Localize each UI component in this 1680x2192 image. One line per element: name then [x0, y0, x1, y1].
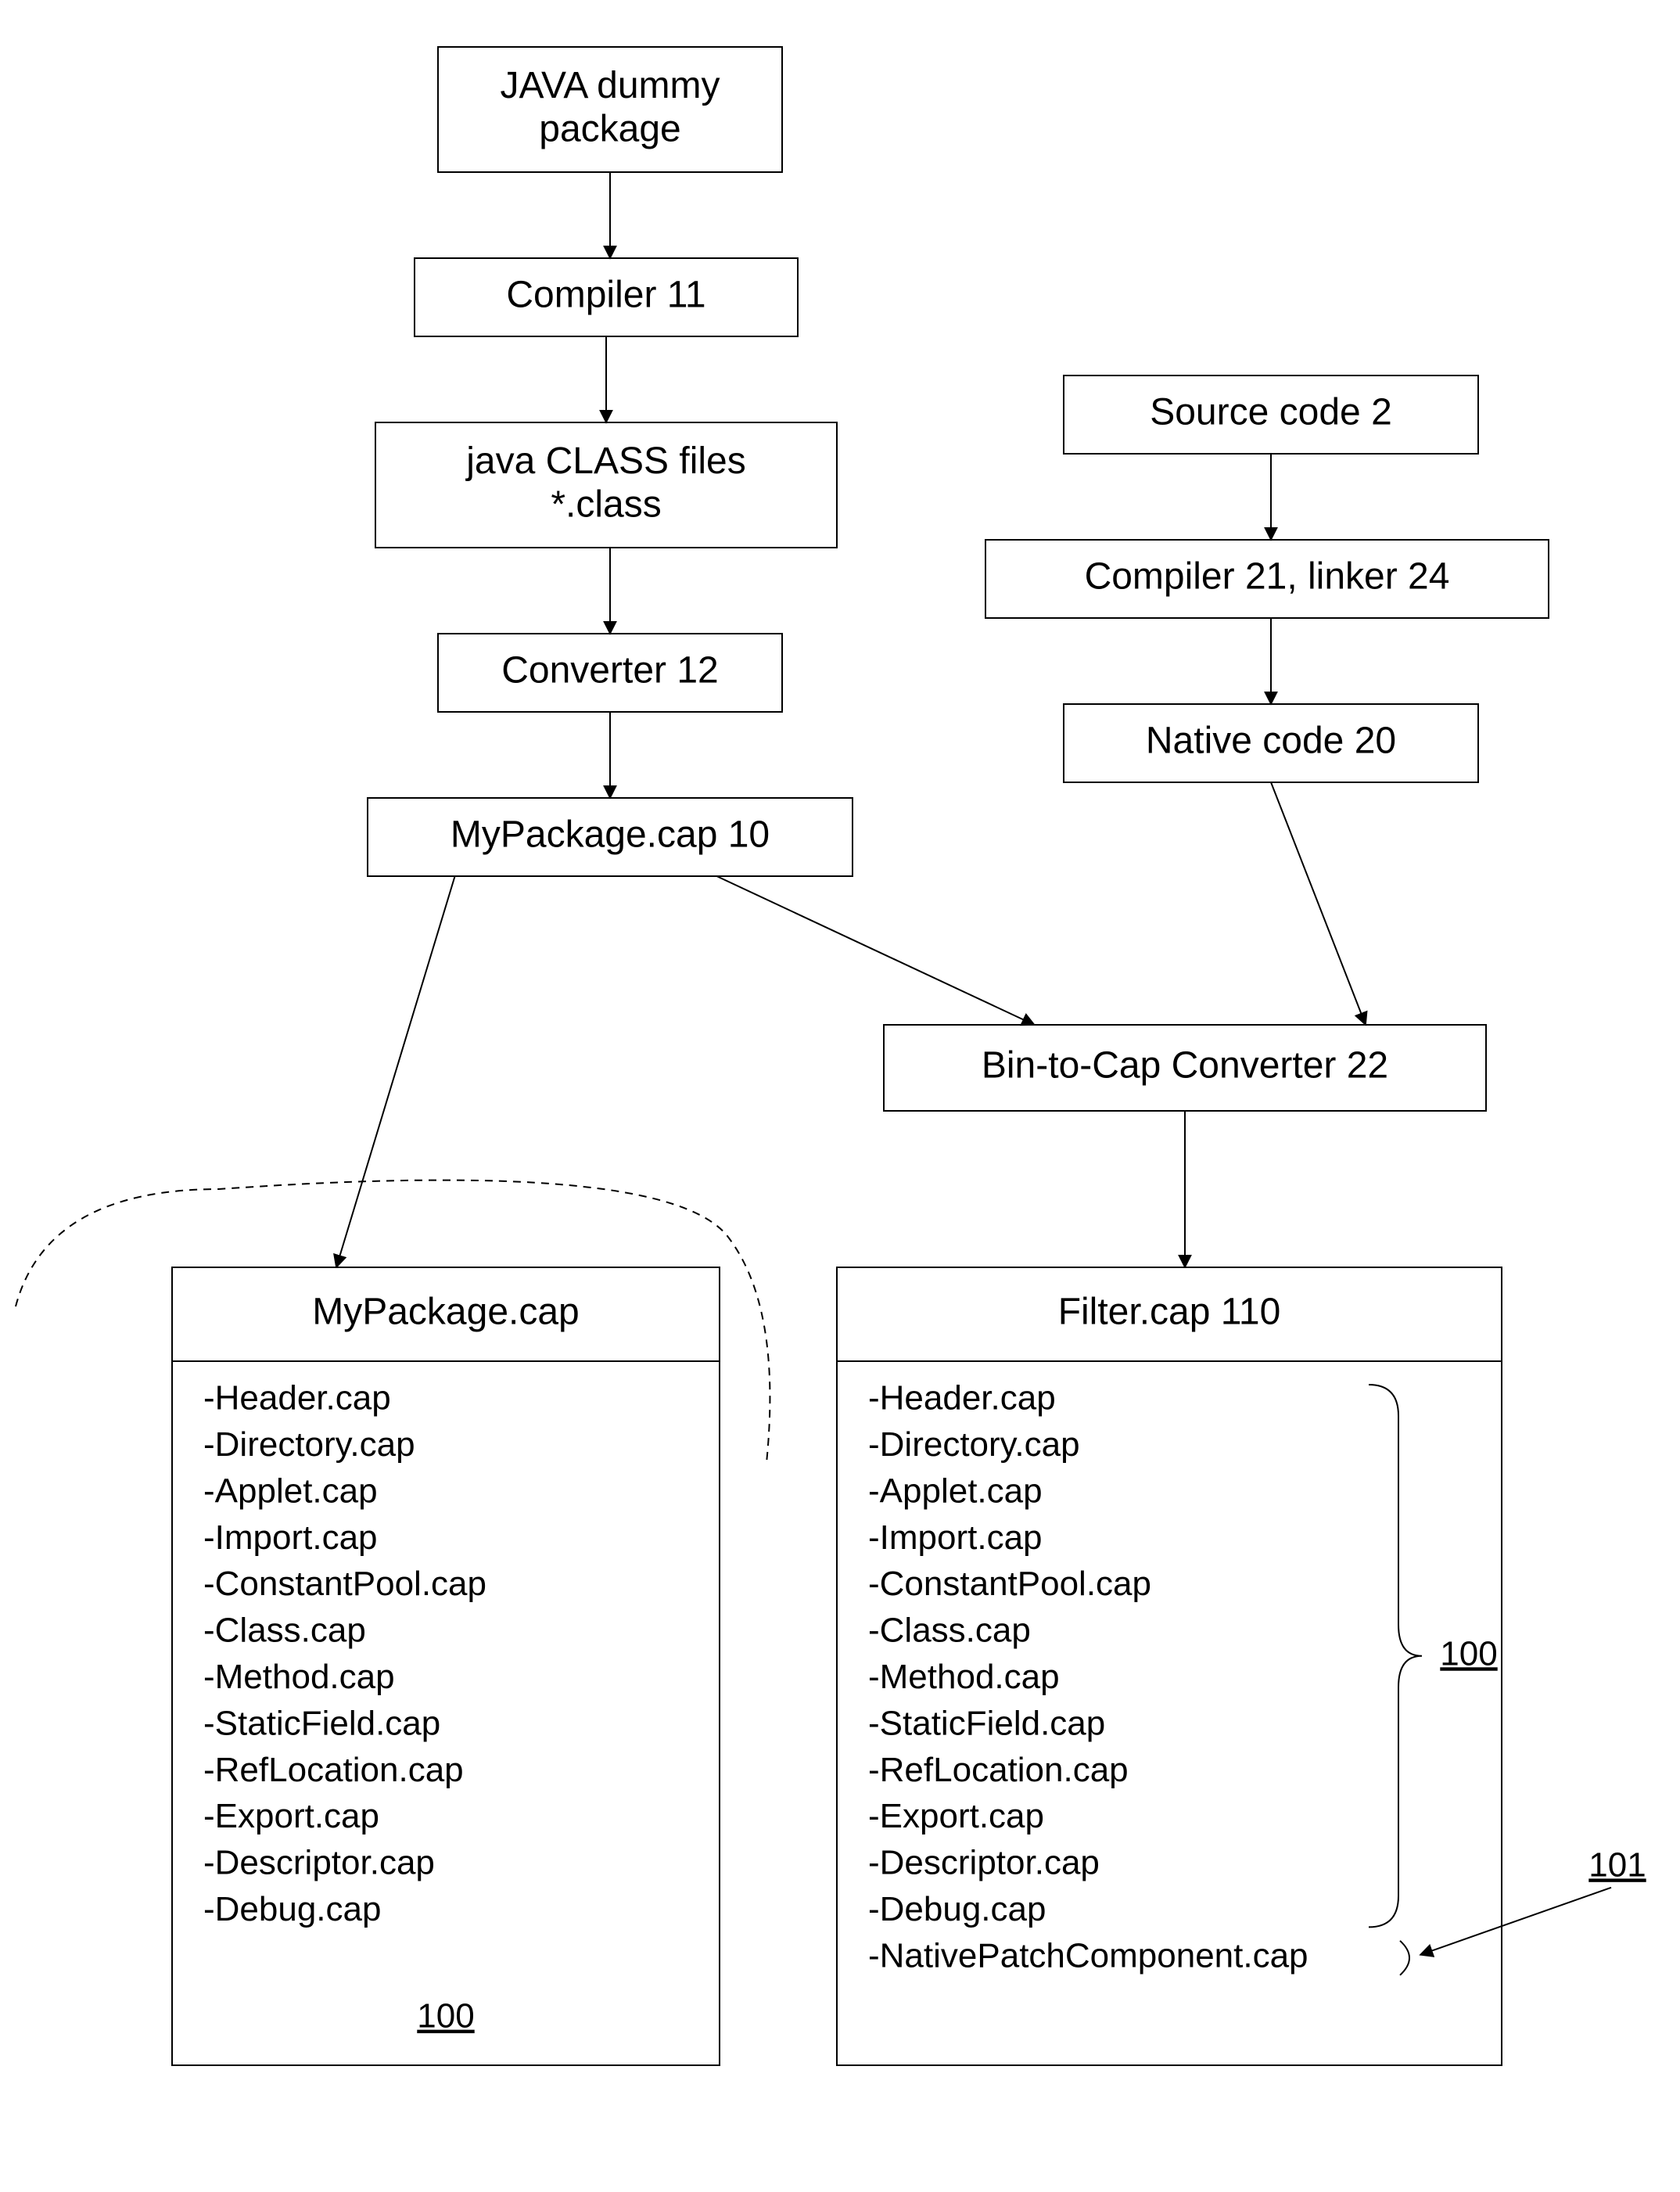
detail-item: -StaticField.cap [868, 1704, 1105, 1742]
detail-item: -Debug.cap [203, 1890, 381, 1928]
ref-100-mypackage: 100 [417, 1997, 474, 2036]
detail-item: -Class.cap [868, 1612, 1031, 1650]
node-class_files: java CLASS files*.class [375, 422, 837, 548]
detail-item: -ConstantPool.cap [203, 1565, 486, 1603]
detail-item: -Applet.cap [203, 1472, 378, 1510]
detail-title: MyPackage.cap [312, 1292, 580, 1333]
svg-text:package: package [539, 108, 680, 149]
detail-item: -Directory.cap [868, 1425, 1080, 1464]
svg-text:Bin-to-Cap Converter 22: Bin-to-Cap Converter 22 [982, 1045, 1388, 1087]
detail-item: -RefLocation.cap [868, 1751, 1129, 1789]
node-converter12: Converter 12 [438, 634, 782, 712]
node-native20: Native code 20 [1064, 704, 1478, 782]
detail-item: -Header.cap [868, 1379, 1056, 1418]
edge-mypkg10-bin2cap [716, 876, 1034, 1025]
detail-item: -Descriptor.cap [868, 1844, 1100, 1882]
detail-title: Filter.cap 110 [1058, 1292, 1281, 1333]
svg-text:*.class: *.class [551, 483, 661, 525]
detail-item: -Applet.cap [868, 1472, 1043, 1510]
detail-item: -Export.cap [868, 1797, 1044, 1835]
detail-item: -Method.cap [868, 1658, 1060, 1696]
node-bin2cap: Bin-to-Cap Converter 22 [884, 1025, 1486, 1111]
ref-101: 101 [1588, 1845, 1646, 1884]
detail-mypackage: MyPackage.cap -Header.cap -Directory.cap -A… [172, 1267, 720, 2065]
svg-text:Converter 12: Converter 12 [501, 650, 718, 692]
node-java_dummy: JAVA dummypackage [438, 47, 782, 172]
node-source2: Source code 2 [1064, 376, 1478, 454]
ref-100-filter: 100 [1440, 1634, 1497, 1673]
detail-item: -ConstantPool.cap [868, 1565, 1151, 1603]
svg-text:MyPackage.cap 10: MyPackage.cap 10 [451, 814, 770, 856]
detail-item: -Method.cap [203, 1658, 395, 1696]
detail-item: -StaticField.cap [203, 1704, 440, 1742]
detail-item: -Import.cap [203, 1518, 378, 1557]
detail-item: -Export.cap [203, 1797, 379, 1835]
detail-item: -Class.cap [203, 1612, 366, 1650]
detail-item: -NativePatchComponent.cap [868, 1936, 1308, 1975]
detail-item: -Header.cap [203, 1379, 391, 1418]
detail-item: -Debug.cap [868, 1890, 1046, 1928]
svg-text:Native code 20: Native code 20 [1146, 720, 1396, 762]
detail-item: -Import.cap [868, 1518, 1043, 1557]
edge-mypkg10-detail [336, 876, 455, 1267]
svg-text:Source code 2: Source code 2 [1150, 392, 1392, 433]
svg-text:Compiler 21, linker 24: Compiler 21, linker 24 [1085, 556, 1450, 598]
svg-text:Compiler 11: Compiler 11 [506, 275, 705, 316]
detail-item: -RefLocation.cap [203, 1751, 464, 1789]
node-comp_linker: Compiler 21, linker 24 [985, 540, 1549, 618]
node-compiler11: Compiler 11 [415, 258, 798, 336]
detail-item: -Descriptor.cap [203, 1844, 435, 1882]
svg-text:java CLASS files: java CLASS files [465, 440, 746, 482]
node-mypkg10: MyPackage.cap 10 [368, 798, 853, 876]
flowchart-canvas: JAVA dummypackage Compiler 11 java CLASS f… [0, 0, 1680, 2192]
svg-text:JAVA dummy: JAVA dummy [501, 65, 720, 106]
edge-native20-bin2cap [1271, 782, 1366, 1025]
detail-item: -Directory.cap [203, 1425, 415, 1464]
